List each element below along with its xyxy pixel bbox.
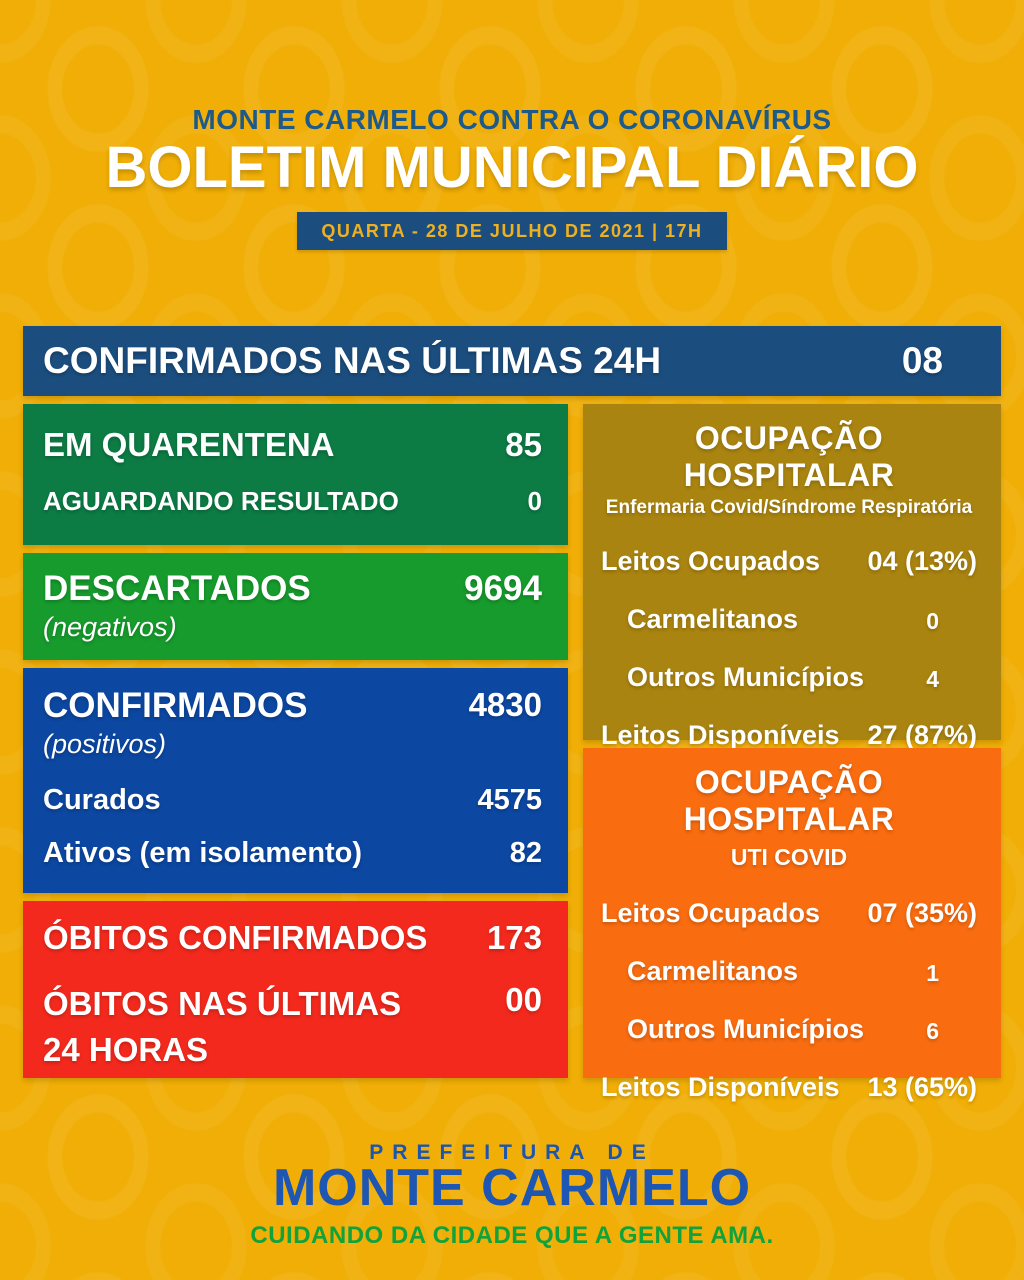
stat-row: Carmelitanos 1 [601,956,977,987]
date-banner: QUARTA - 28 DE JULHO DE 2021 | 17H [297,212,727,250]
stat-row: ÓBITOS CONFIRMADOS 173 [43,919,542,957]
footer-slogan: CUIDANDO DA CIDADE QUE A GENTE AMA. [250,1222,774,1249]
confirmed-label: CONFIRMADOS [43,686,308,725]
confirmed-24h-label: CONFIRMADOS NAS ÚLTIMAS 24H [43,340,662,381]
confirmed-value: 4830 [468,686,542,723]
city-logo-text: MONTE CARMELO [272,1159,752,1217]
cured-value: 4575 [477,784,542,816]
quarantine-label: EM QUARENTENA [43,426,335,463]
ward-occupied-value: 04 (13%) [867,546,977,576]
ward-other-label: Outros Municípios [627,662,865,692]
stat-row: Outros Municípios 6 [601,1014,977,1045]
active-label: Ativos (em isolamento) [43,837,363,869]
stat-row: DESCARTADOS 9694 [43,569,542,609]
ward-available-label: Leitos Disponíveis [601,720,840,750]
deaths-24h-value: 00 [505,981,542,1018]
awaiting-result-label: AGUARDANDO RESULTADO [43,486,399,516]
stat-row: Ativos (em isolamento) 82 [43,837,542,870]
confirmed-box: CONFIRMADOS 4830 (positivos) Curados 457… [23,668,568,893]
page-title: BOLETIM MUNICIPAL DIÁRIO [105,135,919,200]
stat-row: EM QUARENTENA 85 [43,426,542,464]
icu-local-value: 1 [926,960,939,986]
ward-subtitle: Enfermaria Covid/Síndrome Respiratória [605,497,973,518]
stat-row: Outros Municípios 4 [601,662,977,693]
awaiting-result-value: 0 [527,486,542,516]
quarantine-box: EM QUARENTENA 85 AGUARDANDO RESULTADO 0 [23,404,568,545]
icu-occupancy-box: OCUPAÇÃO HOSPITALAR UTI COVID Leitos Ocu… [583,748,1001,1102]
active-value: 82 [509,837,542,869]
quarantine-value: 85 [505,426,542,463]
confirmed-sublabel: (positivos) [43,729,167,759]
stat-row: Curados 4575 [43,784,542,817]
deaths-confirmed-label: ÓBITOS CONFIRMADOS [43,919,428,956]
confirmed-24h-value: 08 [901,340,943,381]
ward-title: OCUPAÇÃO HOSPITALAR [683,420,895,493]
cured-label: Curados [43,784,161,816]
deaths-confirmed-value: 173 [486,919,542,956]
icu-available-value: 13 (65%) [867,1072,977,1102]
stat-row: Leitos Ocupados 07 (35%) [601,898,977,929]
discarded-value: 9694 [464,569,542,608]
icu-occupied-value: 07 (35%) [867,898,977,928]
icu-title: OCUPAÇÃO HOSPITALAR [683,764,895,837]
icu-subtitle: UTI COVID [730,844,848,870]
deaths-24h-label: ÓBITOS NAS ÚLTIMAS 24 HORAS [43,985,402,1069]
ward-occupied-label: Leitos Ocupados [601,546,821,576]
ward-other-value: 4 [926,666,939,692]
icu-occupied-label: Leitos Ocupados [601,898,821,928]
stat-row: Carmelitanos 0 [601,604,977,635]
discarded-sublabel: (negativos) [43,612,177,642]
confirmed-24h-bar: CONFIRMADOS NAS ÚLTIMAS 24H 08 [23,326,1001,396]
discarded-label: DESCARTADOS [43,569,311,608]
icu-other-value: 6 [926,1018,939,1044]
icu-available-label: Leitos Disponíveis [601,1072,840,1102]
ward-occupancy-box: OCUPAÇÃO HOSPITALAR Enfermaria Covid/Sín… [583,404,1001,750]
campaign-title: MONTE CARMELO CONTRA O CORONAVÍRUS [192,104,832,135]
footer-prefeitura-label: PREFEITURA DE [369,1141,655,1164]
stat-row: CONFIRMADOS 4830 [43,686,542,726]
stat-row: Leitos Ocupados 04 (13%) [601,546,977,577]
ward-available-value: 27 (87%) [867,720,977,750]
icu-local-label: Carmelitanos [627,956,799,986]
ward-local-label: Carmelitanos [627,604,799,634]
stat-row: ÓBITOS NAS ÚLTIMAS 24 HORAS 00 [43,981,542,1073]
stat-row: Leitos Disponíveis 27 (87%) [601,720,977,751]
stat-row: Leitos Disponíveis 13 (65%) [601,1072,977,1103]
deaths-box: ÓBITOS CONFIRMADOS 173 ÓBITOS NAS ÚLTIMA… [23,901,568,1078]
stat-row: AGUARDANDO RESULTADO 0 [43,486,542,517]
discarded-box: DESCARTADOS 9694 (negativos) [23,553,568,660]
ward-local-value: 0 [926,608,939,634]
icu-other-label: Outros Municípios [627,1014,865,1044]
